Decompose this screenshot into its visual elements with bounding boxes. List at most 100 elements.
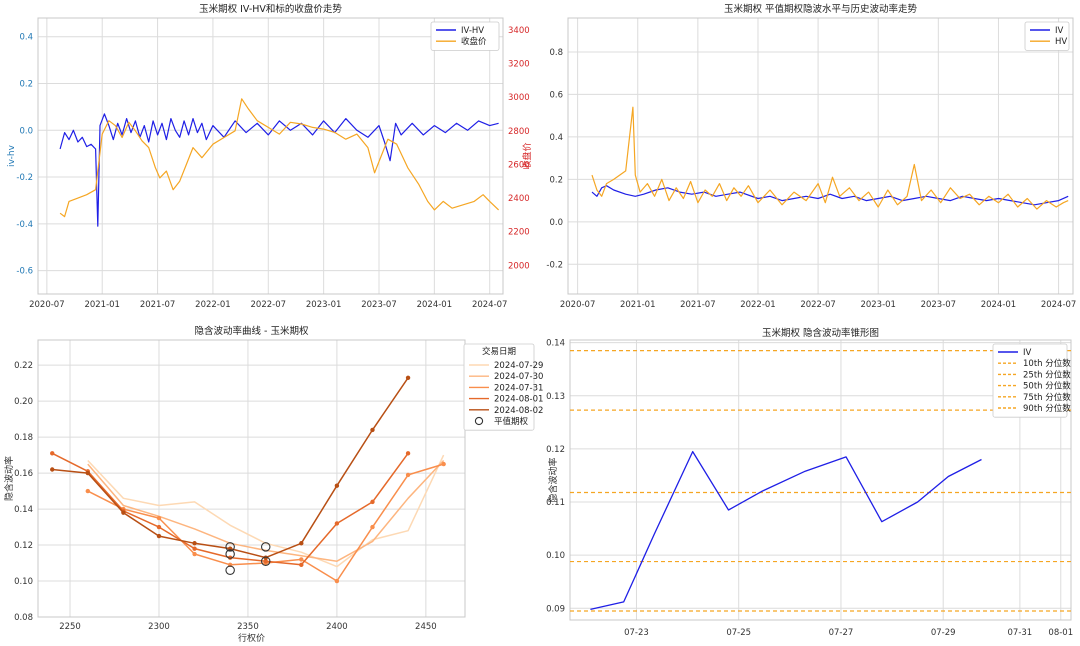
p1-y2-tick-4: 2800 xyxy=(508,127,530,137)
p2-y-tick-2: 0.2 xyxy=(549,175,563,185)
p2-x-tick-4: 2022-07 xyxy=(800,300,836,310)
p3-series-4-point-10 xyxy=(405,375,411,380)
p4-y-tick-0: 0.09 xyxy=(546,604,565,614)
p4-y-tick-1: 0.10 xyxy=(546,551,565,561)
p4-legend-item-3: 50th 分位数 xyxy=(1023,381,1071,392)
p3-legend-item-4: 2024-08-02 xyxy=(494,406,543,416)
p3-series-4-point-1 xyxy=(85,470,91,476)
p3-x-tick-0: 2250 xyxy=(59,622,81,632)
p3-legend-item-0: 2024-07-29 xyxy=(494,361,543,371)
p4-series-0 xyxy=(590,450,982,611)
p1-y-tick-1: -0.4 xyxy=(16,220,33,230)
p4-ylabel: 隐含波动率 xyxy=(547,457,559,502)
p1-x-tick-2: 2021-07 xyxy=(140,300,176,310)
p2-x-tick-8: 2024-07 xyxy=(1041,300,1077,310)
p3-series-3-point-0 xyxy=(50,451,55,456)
p3-series-3-point-3 xyxy=(156,524,162,530)
p3-x-tick-2: 2350 xyxy=(237,622,259,632)
p4-legend-item-5: 90th 分位数 xyxy=(1023,403,1071,414)
p2-legend-box xyxy=(1024,21,1070,51)
p1-y-tick-4: 0.2 xyxy=(19,79,33,89)
p3-series-1 xyxy=(87,459,445,562)
p1-y-tick-0: -0.6 xyxy=(16,267,33,277)
p3-series-2-point-10 xyxy=(441,461,446,467)
p1-ylabel: iv-hv xyxy=(7,144,17,167)
p3-series-3-point-6 xyxy=(263,559,268,564)
panel-iv-cone: 07-23 07-25 07-27 07-29 07-31 08-01 0.09 0.10 0.… xyxy=(546,327,1073,638)
p1-y2label: 收盘价 xyxy=(521,142,533,169)
p3-series-2-point-0 xyxy=(85,488,91,494)
p3-ylabel: 隐含波动率 xyxy=(3,456,15,501)
p2-series-0 xyxy=(591,185,1069,206)
p2-series-1 xyxy=(591,106,1069,210)
p4-y-tick-2: 0.11 xyxy=(546,498,565,508)
p3-series-4-point-7 xyxy=(299,541,304,546)
p3-atm-marker-2 xyxy=(225,565,235,575)
panel-iv-hv-close: 2020-07 2021-01 2021-07 2022-01 2022-07 2023-… xyxy=(7,3,533,310)
p4-x-tick-3: 07-29 xyxy=(931,628,956,638)
p1-legend-box xyxy=(430,21,500,51)
p3-series-3-point-4 xyxy=(192,546,197,551)
p3-legend-item-3: 2024-08-01 xyxy=(494,395,543,405)
p2-y-tick-5: 0.8 xyxy=(549,48,563,58)
p3-series-4 xyxy=(52,377,409,559)
p3-y-tick-0: 0.08 xyxy=(14,613,33,623)
p3-series-4-point-0 xyxy=(50,467,55,472)
p1-y-tick-5: 0.4 xyxy=(19,33,33,43)
p2-title: 玉米期权 平值期权隐波水平与历史波动率走势 xyxy=(724,3,918,15)
p3-series-3-point-7 xyxy=(299,562,304,568)
p3-series-2-point-9 xyxy=(405,472,411,478)
p3-series-3-point-5 xyxy=(227,555,233,560)
p2-x-tick-7: 2024-01 xyxy=(981,300,1017,310)
p3-legend-item-1: 2024-07-30 xyxy=(494,372,543,382)
p1-series-1 xyxy=(59,98,500,218)
p4-y-tick-4: 0.13 xyxy=(546,392,565,402)
p3-y-tick-3: 0.14 xyxy=(14,505,33,515)
p3-series-2-point-8 xyxy=(370,524,375,530)
p3-atm-marker-1 xyxy=(260,556,271,566)
p3-atm-marker-0 xyxy=(260,542,271,552)
p4-legend-item-1: 10th 分位数 xyxy=(1023,358,1071,369)
p4-y-tick-5: 0.14 xyxy=(546,339,565,349)
p3-x-tick-3: 2400 xyxy=(326,622,348,632)
panel-iv-smile: 2250 2300 2350 2400 2450 0.08 0.10 0.12 0.14 0.16… xyxy=(3,325,543,644)
p1-x-tick-7: 2024-01 xyxy=(417,300,453,310)
p3-y-tick-5: 0.18 xyxy=(14,433,33,443)
p3-series-3-point-9 xyxy=(370,499,375,505)
p1-x-tick-3: 2022-01 xyxy=(195,300,231,310)
p1-legend-item-0: IV-HV xyxy=(461,26,484,36)
p3-series-4-point-2 xyxy=(121,510,126,515)
p3-plot-frame xyxy=(37,339,466,618)
p4-title: 玉米期权 隐含波动率锥形图 xyxy=(762,327,879,339)
p4-legend-item-0: IV xyxy=(1023,348,1032,358)
p1-x-tick-5: 2023-01 xyxy=(306,300,342,310)
p3-series-4-point-4 xyxy=(192,541,197,546)
p4-x-tick-5: 08-01 xyxy=(1048,628,1073,638)
p3-y-tick-2: 0.12 xyxy=(14,541,33,551)
p3-series-2-point-2 xyxy=(156,515,162,521)
p2-x-tick-0: 2020-07 xyxy=(560,300,596,310)
p3-atm-marker-4 xyxy=(225,542,235,552)
p3-x-tick-4: 2450 xyxy=(415,622,437,632)
p2-x-tick-6: 2023-07 xyxy=(921,300,957,310)
p4-legend-item-2: 25th 分位数 xyxy=(1023,369,1071,380)
p4-legend-box xyxy=(992,343,1068,418)
p1-x-tick-1: 2021-01 xyxy=(84,300,120,310)
panel-iv-hv-trend: 2020-07 2021-01 2021-07 2022-01 2022-07 2023-… xyxy=(546,3,1076,310)
p1-y-tick-2: -0.2 xyxy=(16,173,33,183)
p1-y2-tick-7: 3400 xyxy=(508,26,530,36)
p3-title: 隐含波动率曲线 - 玉米期权 xyxy=(195,325,309,337)
p3-series-2-point-7 xyxy=(334,578,340,584)
p1-y2-tick-5: 3000 xyxy=(508,93,530,103)
p2-x-tick-2: 2021-07 xyxy=(680,300,716,310)
p2-y-tick-0: -0.2 xyxy=(546,260,563,270)
p4-legend-item-4: 75th 分位数 xyxy=(1023,392,1071,403)
p3-y-tick-7: 0.22 xyxy=(14,361,33,371)
p2-x-tick-5: 2023-01 xyxy=(860,300,896,310)
p3-series-4-point-9 xyxy=(370,427,375,433)
p3-series-0 xyxy=(87,454,445,568)
p4-x-tick-0: 07-23 xyxy=(624,628,649,638)
p1-legend-item-1: 收盘价 xyxy=(461,36,487,47)
